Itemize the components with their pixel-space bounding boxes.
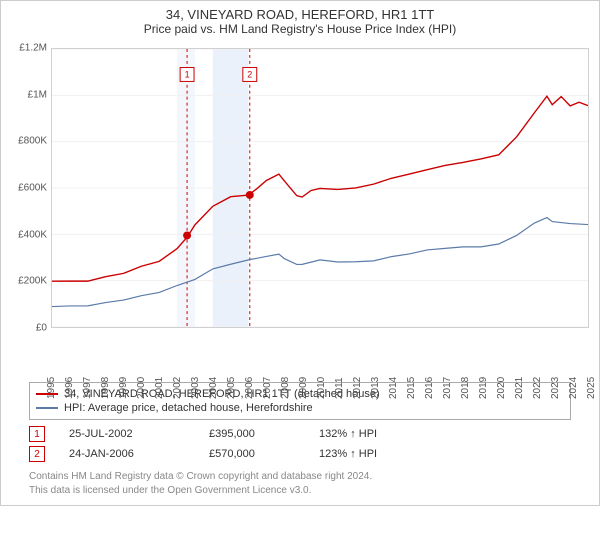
sale-date: 24-JAN-2006 (69, 448, 209, 460)
chart-subtitle: Price paid vs. HM Land Registry's House … (11, 22, 589, 36)
x-tick-label: 2005 (226, 377, 237, 399)
footer-line-2: This data is licensed under the Open Gov… (29, 484, 571, 498)
legend-label: 34, VINEYARD ROAD, HEREFORD, HR1 1TT (de… (64, 388, 380, 400)
x-tick-label: 2019 (478, 377, 489, 399)
x-tick-label: 1996 (64, 377, 75, 399)
sale-price: £395,000 (209, 428, 319, 440)
x-axis-labels: 1995199619971998199920002001200220032004… (51, 330, 589, 378)
x-tick-label: 2007 (262, 377, 273, 399)
y-tick-label: £0 (36, 323, 47, 334)
titles-block: 34, VINEYARD ROAD, HEREFORD, HR1 1TT Pri… (1, 1, 599, 38)
x-tick-label: 2012 (352, 377, 363, 399)
x-tick-label: 2008 (280, 377, 291, 399)
chart-title: 34, VINEYARD ROAD, HEREFORD, HR1 1TT (11, 7, 589, 22)
plot-area: 12 (51, 48, 589, 328)
sales-table: 1 25-JUL-2002£395,000132% ↑ HPI 2 24-JAN-20… (29, 424, 571, 464)
x-tick-label: 2023 (550, 377, 561, 399)
x-tick-label: 2020 (496, 377, 507, 399)
x-tick-label: 2000 (136, 377, 147, 399)
y-tick-label: £200K (18, 276, 47, 287)
legend-item: HPI: Average price, detached house, Here… (36, 401, 564, 415)
x-tick-label: 2002 (172, 377, 183, 399)
x-tick-label: 2009 (298, 377, 309, 399)
x-tick-label: 2011 (334, 377, 345, 399)
x-tick-label: 2013 (370, 377, 381, 399)
sale-row: 1 25-JUL-2002£395,000132% ↑ HPI (29, 424, 571, 444)
sale-marker: 2 (29, 446, 45, 462)
x-tick-label: 2015 (406, 377, 417, 399)
plot-svg: 12 (52, 49, 588, 327)
x-tick-label: 2018 (460, 377, 471, 399)
legend-label: HPI: Average price, detached house, Here… (64, 402, 313, 414)
chart-card: 34, VINEYARD ROAD, HEREFORD, HR1 1TT Pri… (0, 0, 600, 506)
y-axis-labels: £0 £200K £400K £600K £800K £1M £1.2M (3, 38, 49, 378)
x-tick-label: 2017 (442, 377, 453, 399)
svg-text:1: 1 (185, 69, 190, 79)
legend-swatch (36, 407, 58, 409)
x-tick-label: 2021 (514, 377, 525, 399)
y-tick-label: £400K (18, 229, 47, 240)
x-tick-label: 2016 (424, 377, 435, 399)
y-tick-label: £600K (18, 183, 47, 194)
x-tick-label: 1998 (100, 377, 111, 399)
sale-pct: 132% ↑ HPI (319, 428, 377, 440)
x-tick-label: 2025 (586, 377, 597, 399)
footer-line-1: Contains HM Land Registry data © Crown c… (29, 470, 571, 484)
x-tick-label: 1997 (82, 377, 93, 399)
x-tick-label: 2024 (568, 377, 579, 399)
x-tick-label: 2014 (388, 377, 399, 399)
svg-text:2: 2 (247, 69, 252, 79)
x-tick-label: 2003 (190, 377, 201, 399)
x-tick-label: 2004 (208, 377, 219, 399)
x-tick-label: 1999 (118, 377, 129, 399)
y-tick-label: £800K (18, 136, 47, 147)
x-tick-label: 2006 (244, 377, 255, 399)
sale-price: £570,000 (209, 448, 319, 460)
footer-attribution: Contains HM Land Registry data © Crown c… (29, 470, 571, 497)
chart-area: £0£200K£400K£600K£800K£1M£1.2M 12 199519… (1, 38, 599, 378)
x-tick-label: 2001 (154, 377, 165, 399)
sale-pct: 123% ↑ HPI (319, 448, 377, 460)
y-tick-label: £1.2M (19, 43, 47, 54)
sale-date: 25-JUL-2002 (69, 428, 209, 440)
sale-row: 2 24-JAN-2006£570,000123% ↑ HPI (29, 444, 571, 464)
x-tick-label: 1995 (46, 377, 57, 399)
x-tick-label: 2010 (316, 377, 327, 399)
y-tick-label: £1M (28, 89, 47, 100)
sale-marker: 1 (29, 426, 45, 442)
x-tick-label: 2022 (532, 377, 543, 399)
